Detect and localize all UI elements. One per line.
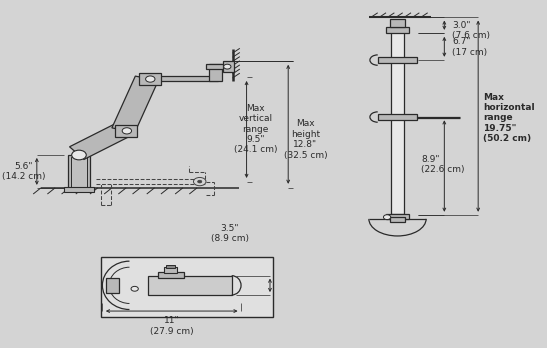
Bar bbox=[106, 278, 119, 293]
Text: 3.5"
(8.9 cm): 3.5" (8.9 cm) bbox=[211, 224, 249, 243]
Bar bbox=[68, 155, 90, 188]
Text: Max
horizontal
range
19.75"
(50.2 cm): Max horizontal range 19.75" (50.2 cm) bbox=[484, 93, 535, 143]
Bar bbox=[390, 19, 405, 27]
Circle shape bbox=[194, 177, 206, 186]
Bar bbox=[164, 267, 177, 273]
Bar bbox=[158, 272, 184, 278]
Bar bbox=[166, 265, 175, 268]
Bar bbox=[223, 61, 234, 72]
Text: Max
vertical
range
9.5"
(24.1 cm): Max vertical range 9.5" (24.1 cm) bbox=[234, 104, 277, 155]
Circle shape bbox=[224, 64, 231, 69]
Text: 3.0"
(7.6 cm): 3.0" (7.6 cm) bbox=[452, 21, 490, 40]
Bar bbox=[148, 276, 232, 295]
Bar bbox=[150, 76, 218, 81]
Bar bbox=[139, 73, 161, 85]
Bar bbox=[115, 125, 137, 137]
Bar bbox=[208, 64, 222, 81]
Bar bbox=[101, 257, 272, 317]
Circle shape bbox=[383, 215, 391, 220]
Polygon shape bbox=[69, 122, 132, 159]
Circle shape bbox=[146, 76, 155, 82]
Text: 11"
(27.9 cm): 11" (27.9 cm) bbox=[150, 316, 194, 335]
Bar bbox=[378, 114, 417, 120]
Bar bbox=[378, 57, 417, 63]
Text: 8.9"
(22.6 cm): 8.9" (22.6 cm) bbox=[421, 155, 464, 174]
Circle shape bbox=[197, 180, 202, 183]
Circle shape bbox=[72, 150, 86, 160]
Bar bbox=[386, 214, 409, 219]
Bar bbox=[206, 64, 227, 69]
Polygon shape bbox=[112, 76, 158, 133]
Bar bbox=[389, 217, 405, 222]
Text: 5.6"
(14.2 cm): 5.6" (14.2 cm) bbox=[2, 162, 45, 181]
Bar bbox=[386, 27, 409, 33]
Circle shape bbox=[131, 286, 138, 291]
Bar bbox=[391, 27, 404, 214]
Bar bbox=[71, 157, 88, 187]
Text: 6.7"
(17 cm): 6.7" (17 cm) bbox=[452, 38, 487, 57]
Circle shape bbox=[122, 128, 131, 134]
Bar bbox=[64, 187, 94, 192]
Text: Max
height
12.8"
(32.5 cm): Max height 12.8" (32.5 cm) bbox=[283, 119, 327, 160]
